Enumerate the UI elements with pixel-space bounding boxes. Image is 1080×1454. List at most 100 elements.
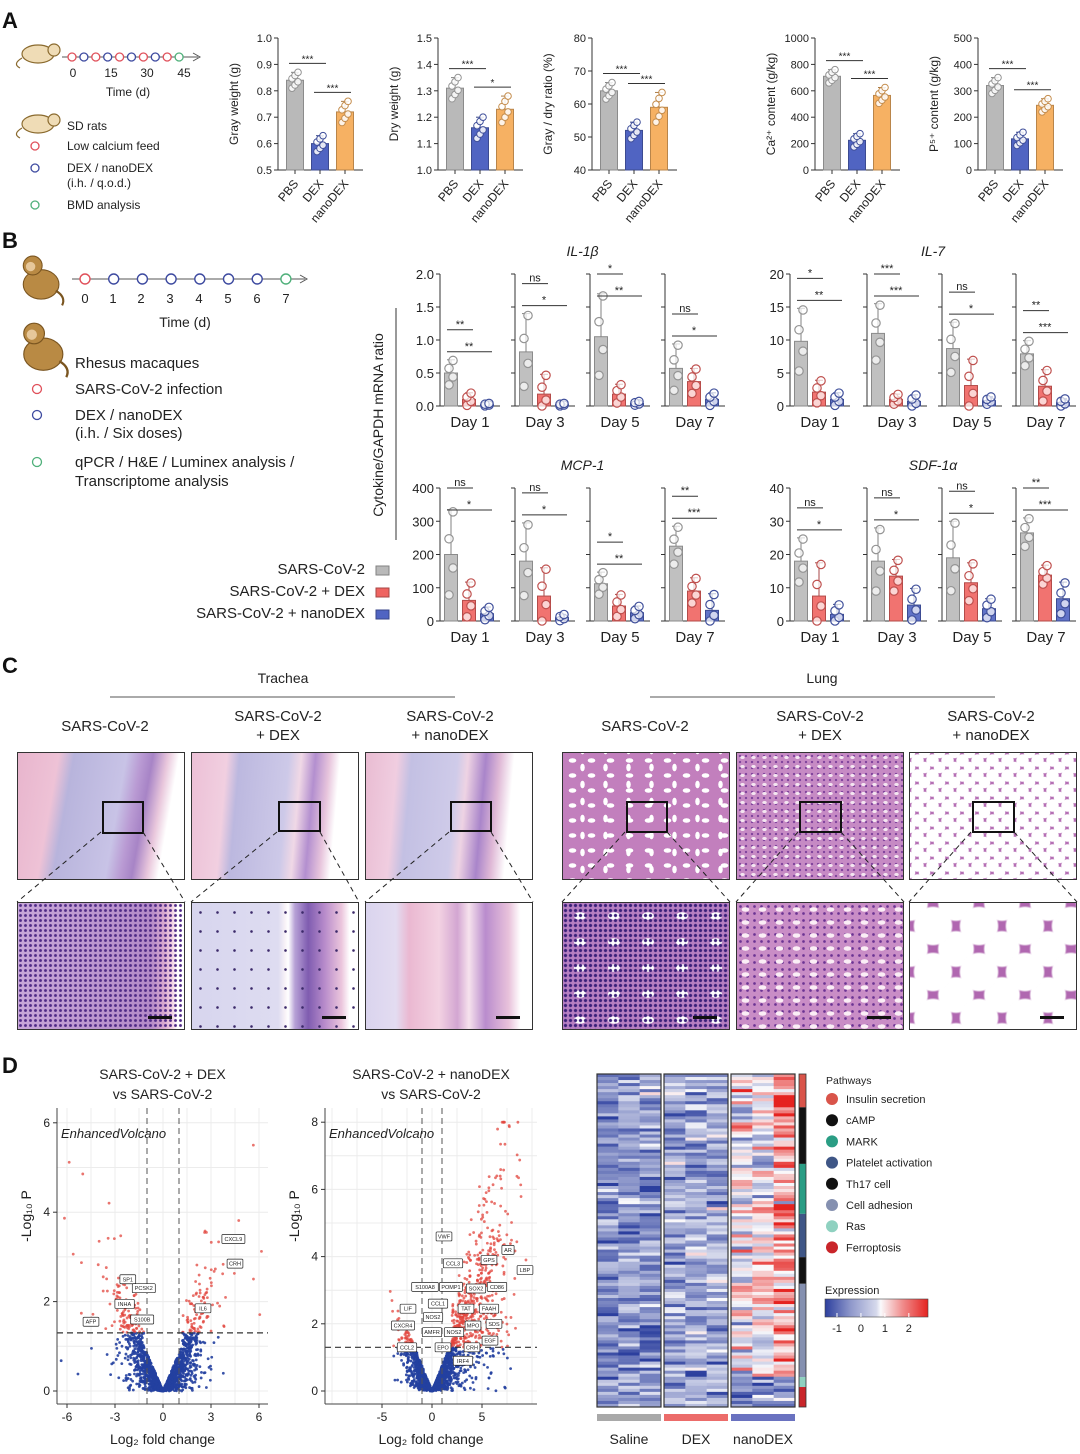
nonsignificant-gene-point — [168, 1386, 171, 1390]
nonsignificant-gene-point — [148, 1374, 152, 1378]
heatmap-cell — [597, 1149, 619, 1154]
nonsignificant-gene-point — [169, 1387, 172, 1391]
legend-a-analysis: BMD analysis — [67, 198, 141, 212]
nonsignificant-gene-point — [173, 1370, 177, 1374]
heatmap-cell — [618, 1119, 640, 1123]
nonsignificant-gene-point — [153, 1384, 157, 1388]
nonsignificant-gene-point — [155, 1381, 159, 1385]
nonsignificant-gene-point — [168, 1379, 171, 1383]
significant-gene-point — [452, 1343, 456, 1347]
data-point — [466, 396, 476, 407]
heatmap-cell — [731, 1074, 753, 1078]
nonsignificant-gene-point — [427, 1381, 431, 1385]
significant-gene-point — [136, 1310, 140, 1313]
y-tick-label: 100 — [412, 581, 434, 596]
heatmap-cell — [664, 1083, 686, 1087]
nonsignificant-gene-point — [162, 1389, 166, 1392]
significant-gene-point — [481, 1248, 485, 1252]
nonsignificant-gene-point — [158, 1382, 162, 1386]
significant-gene-point — [485, 1284, 488, 1288]
heatmap-cell — [685, 1107, 707, 1111]
nonsignificant-gene-point — [428, 1384, 432, 1388]
heatmap-cell — [773, 1083, 796, 1087]
nonsignificant-gene-point — [164, 1387, 167, 1391]
data-point — [968, 388, 978, 399]
nonsignificant-gene-point — [139, 1342, 142, 1346]
nonsignificant-gene-point — [438, 1377, 442, 1380]
significant-gene-point — [222, 1324, 226, 1328]
nonsignificant-gene-point — [444, 1361, 448, 1365]
nonsignificant-gene-point — [476, 1347, 480, 1351]
timeline-a-marker — [126, 52, 137, 62]
significant-gene-point — [187, 1299, 191, 1303]
nonsignificant-gene-point — [172, 1382, 176, 1386]
nonsignificant-gene-point — [157, 1380, 161, 1384]
y-tick-label: 1.0 — [416, 333, 434, 348]
data-point — [462, 589, 472, 599]
nonsignificant-gene-point — [438, 1375, 442, 1378]
significant-gene-point — [461, 1315, 465, 1319]
nonsignificant-gene-point — [143, 1380, 147, 1384]
nonsignificant-gene-point — [167, 1383, 171, 1386]
nonsignificant-gene-point — [455, 1377, 459, 1381]
nonsignificant-gene-point — [430, 1389, 434, 1393]
data-point — [964, 401, 974, 411]
nonsignificant-gene-point — [171, 1367, 175, 1371]
heatmap-cell — [664, 1104, 686, 1108]
nonsignificant-gene-point — [440, 1373, 444, 1377]
data-point — [633, 128, 641, 136]
data-point — [605, 91, 613, 100]
nonsignificant-gene-point — [144, 1353, 148, 1356]
nonsignificant-gene-point — [442, 1381, 446, 1385]
nonsignificant-gene-point — [482, 1363, 486, 1367]
nonsignificant-gene-point — [188, 1354, 192, 1358]
significant-gene-point — [474, 1297, 478, 1300]
heatmap-cell — [597, 1110, 619, 1114]
significant-gene-point — [466, 1255, 470, 1259]
significant-gene-point — [460, 1284, 464, 1288]
nonsignificant-gene-point — [167, 1377, 171, 1381]
heatmap-cell — [685, 1173, 707, 1178]
significant-gene-point — [129, 1314, 133, 1317]
nonsignificant-gene-point — [431, 1388, 434, 1392]
data-point — [1041, 105, 1049, 114]
nonsignificant-gene-point — [407, 1378, 411, 1381]
data-point — [294, 68, 302, 77]
nonsignificant-gene-point — [162, 1387, 166, 1391]
bar-sars-cov- — [669, 545, 683, 622]
data-point — [1013, 141, 1021, 150]
group-legend-swatch — [375, 565, 390, 576]
heatmap-cell — [685, 1089, 707, 1093]
significant-gene-point — [479, 1343, 483, 1347]
nonsignificant-gene-point — [160, 1388, 164, 1391]
nonsignificant-gene-point — [432, 1386, 436, 1390]
nonsignificant-gene-point — [477, 1361, 481, 1364]
significant-gene-point — [485, 1316, 489, 1320]
significance-label: * — [817, 519, 822, 531]
nonsignificant-gene-point — [437, 1378, 441, 1382]
nonsignificant-gene-point — [430, 1388, 434, 1392]
legend-b-treatment: DEX / nanoDEX — [75, 407, 183, 424]
nonsignificant-gene-point — [430, 1388, 434, 1392]
bar-nanoDEX — [873, 94, 891, 171]
significant-gene-point — [131, 1316, 134, 1320]
nonsignificant-gene-point — [428, 1384, 432, 1388]
heatmap-cell — [597, 1146, 619, 1150]
significant-gene-point — [457, 1323, 461, 1327]
nonsignificant-gene-point — [179, 1361, 183, 1365]
nonsignificant-gene-point — [459, 1366, 463, 1370]
nonsignificant-gene-point — [173, 1366, 176, 1370]
nonsignificant-gene-point — [139, 1338, 143, 1342]
nonsignificant-gene-point — [180, 1359, 184, 1363]
significant-gene-point — [463, 1328, 466, 1332]
significant-gene-point — [476, 1345, 480, 1348]
significant-gene-point — [208, 1276, 212, 1280]
nonsignificant-gene-point — [430, 1388, 433, 1392]
nonsignificant-gene-point — [408, 1374, 412, 1378]
significant-gene-point — [453, 1334, 456, 1338]
nonsignificant-gene-point — [463, 1362, 466, 1366]
nonsignificant-gene-point — [434, 1383, 438, 1386]
nonsignificant-gene-point — [444, 1358, 447, 1362]
group-label: Day 1 — [800, 414, 839, 431]
x-tick-label: 5 — [479, 1410, 486, 1424]
